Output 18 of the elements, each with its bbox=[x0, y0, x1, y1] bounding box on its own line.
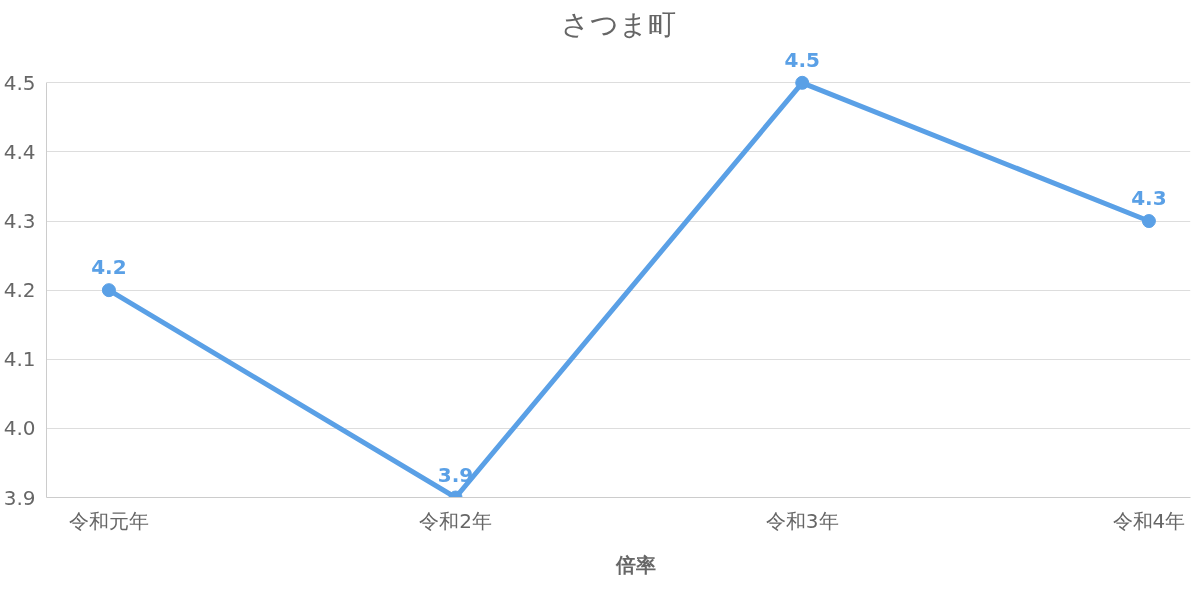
x-tick-label: 令和3年 bbox=[765, 508, 839, 533]
data-label: 4.5 bbox=[784, 47, 820, 72]
point bbox=[101, 283, 116, 298]
y-tick-label: 4.0 bbox=[3, 416, 36, 441]
point bbox=[1141, 214, 1156, 229]
text: 倍率 bbox=[615, 551, 656, 579]
data-label: 4.3 bbox=[1131, 186, 1167, 211]
y-tick-label: 4.3 bbox=[3, 209, 36, 234]
y-tick-label: 4.2 bbox=[3, 278, 36, 303]
y-tick-label: 4.4 bbox=[3, 139, 36, 164]
x-tick-label: 令和2年 bbox=[419, 508, 492, 533]
chart-title: さつま町 bbox=[561, 7, 676, 41]
y-tick-label: 3.9 bbox=[3, 485, 36, 510]
x-tick-label: 令和4年 bbox=[1112, 508, 1186, 533]
data-label: 4.2 bbox=[91, 255, 127, 280]
x-tick-label: 令和元年 bbox=[68, 508, 149, 533]
y-tick-label: 4.5 bbox=[3, 70, 36, 95]
y-tick-label: 4.1 bbox=[3, 347, 36, 372]
